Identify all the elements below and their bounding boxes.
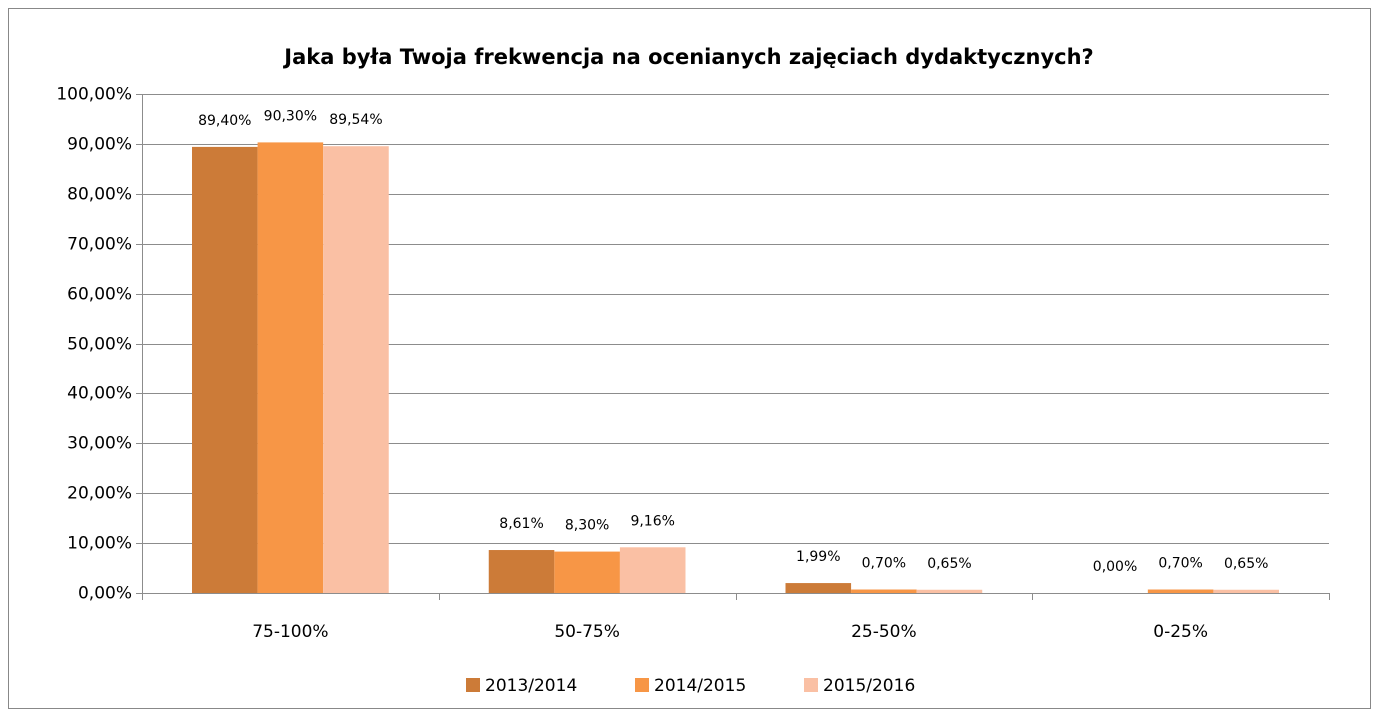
value-label: 90,30% xyxy=(264,108,317,124)
x-tick-label: 25-50% xyxy=(851,622,917,642)
chart-title: Jaka była Twoja frekwencja na ocenianych… xyxy=(282,45,1093,69)
y-tick-label: 70,00% xyxy=(67,235,132,255)
bar xyxy=(323,146,389,593)
value-label: 0,00% xyxy=(1093,559,1137,575)
legend-swatch xyxy=(466,678,480,692)
y-tick-label: 10,00% xyxy=(67,534,132,554)
y-tick-label: 100,00% xyxy=(56,85,132,105)
value-label: 0,70% xyxy=(862,556,906,572)
value-label: 89,54% xyxy=(329,112,382,128)
bar xyxy=(257,142,324,593)
y-tick-label: 20,00% xyxy=(67,484,132,504)
y-tick-label: 90,00% xyxy=(67,135,132,155)
bar xyxy=(785,583,852,593)
legend-label: 2013/2014 xyxy=(485,676,577,696)
value-label: 0,65% xyxy=(927,556,971,572)
bar xyxy=(851,589,917,593)
legend-label: 2014/2015 xyxy=(654,676,746,696)
x-tick-label: 0-25% xyxy=(1153,622,1208,642)
y-tick-label: 40,00% xyxy=(67,384,132,404)
value-label: 8,61% xyxy=(499,516,543,532)
y-tick-label: 30,00% xyxy=(67,434,132,454)
value-label: 89,40% xyxy=(198,113,251,129)
value-label: 8,30% xyxy=(565,518,609,534)
legend-swatch xyxy=(635,678,649,692)
legend-label: 2015/2016 xyxy=(823,676,915,696)
y-tick-label: 0,00% xyxy=(78,584,132,604)
legend-swatch xyxy=(804,678,818,692)
value-label: 9,16% xyxy=(630,513,674,529)
value-label: 1,99% xyxy=(796,549,840,565)
bar xyxy=(192,146,258,594)
x-tick-label: 50-75% xyxy=(554,622,620,642)
x-tick-label: 75-100% xyxy=(252,622,328,642)
y-tick-label: 50,00% xyxy=(67,335,132,355)
value-label: 0,65% xyxy=(1224,556,1268,572)
bar xyxy=(619,547,686,593)
value-label: 0,70% xyxy=(1158,556,1202,572)
bar xyxy=(1147,589,1214,593)
bar xyxy=(916,589,983,593)
y-tick-label: 80,00% xyxy=(67,185,132,205)
bar xyxy=(1213,589,1279,593)
bar xyxy=(554,551,620,593)
bar xyxy=(488,550,555,593)
y-tick-label: 60,00% xyxy=(67,285,132,305)
